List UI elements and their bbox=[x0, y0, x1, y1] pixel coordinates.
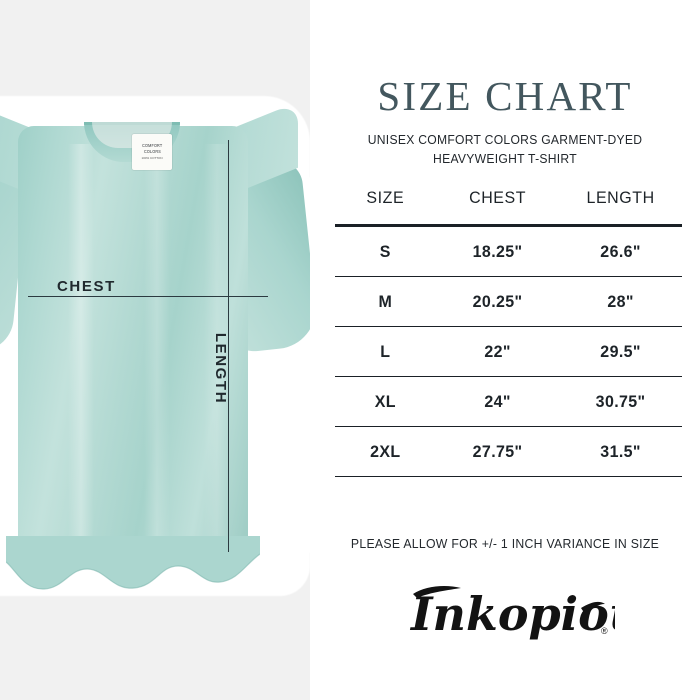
cell-chest: 18.25" bbox=[439, 225, 556, 277]
cell-size: XL bbox=[338, 376, 433, 427]
size-info-panel: SIZE CHART UNISEX COMFORT COLORS GARMENT… bbox=[310, 0, 700, 700]
cell-chest: 20.25" bbox=[439, 276, 556, 327]
table-row: XL 24" 30.75" bbox=[335, 376, 682, 427]
table-row: S 18.25" 26.6" bbox=[335, 225, 682, 277]
table-row: L 22" 29.5" bbox=[335, 326, 682, 377]
cell-length: 29.5" bbox=[562, 326, 679, 377]
variance-note: PLEASE ALLOW FOR +/- 1 INCH VARIANCE IN … bbox=[350, 536, 660, 551]
column-header-length: LENGTH bbox=[562, 188, 679, 227]
table-row: 2XL 27.75" 31.5" bbox=[335, 426, 682, 477]
wavy-hem bbox=[6, 536, 260, 596]
cell-length: 26.6" bbox=[562, 225, 679, 277]
column-header-size: SIZE bbox=[338, 188, 433, 227]
length-measurement-label: LENGTH bbox=[212, 332, 230, 405]
page-subtitle: UNISEX COMFORT COLORS GARMENT-DYED HEAVY… bbox=[337, 130, 674, 168]
table-row: M 20.25" 28" bbox=[335, 276, 682, 327]
page-title: SIZE CHART bbox=[377, 73, 633, 119]
cell-length: 30.75" bbox=[562, 376, 679, 427]
cell-length: 28" bbox=[562, 276, 679, 327]
cell-chest: 27.75" bbox=[439, 426, 556, 477]
neck-tag-brand-line-2: COLORS bbox=[143, 149, 161, 154]
table-header-row: SIZE CHEST LENGTH bbox=[335, 188, 682, 227]
cell-chest: 22" bbox=[439, 326, 556, 377]
shirt-body bbox=[18, 126, 248, 564]
svg-text:Inkopious: Inkopious bbox=[409, 587, 615, 641]
product-image-panel: COMFORT COLORS 100% COTTON CHEST LENGTH bbox=[0, 0, 320, 700]
chest-measurement-label: CHEST bbox=[57, 278, 116, 295]
neck-tag-sub-line: 100% COTTON bbox=[141, 156, 163, 161]
chest-measurement-line bbox=[28, 296, 268, 297]
tshirt-illustration: COMFORT COLORS 100% COTTON bbox=[0, 101, 320, 590]
cell-chest: 24" bbox=[439, 376, 556, 427]
cell-length: 31.5" bbox=[562, 426, 679, 477]
subtitle-line-1: UNISEX COMFORT COLORS GARMENT-DYED bbox=[367, 132, 643, 147]
subtitle-line-2: HEAVYWEIGHT T-SHIRT bbox=[433, 151, 577, 167]
cell-size: L bbox=[338, 326, 433, 377]
column-header-chest: CHEST bbox=[439, 188, 556, 227]
neck-tag-brand-line-1: COMFORT bbox=[141, 142, 163, 148]
cell-size: M bbox=[338, 276, 433, 327]
cell-size: 2XL bbox=[338, 426, 433, 477]
svg-text:®: ® bbox=[601, 626, 608, 636]
brand-logo: Inkopious ® bbox=[405, 578, 615, 650]
cell-size: S bbox=[338, 225, 433, 277]
neck-tag: COMFORT COLORS 100% COTTON bbox=[132, 134, 172, 170]
size-table: SIZE CHEST LENGTH S 18.25" 26.6" M 20.25… bbox=[335, 188, 682, 477]
length-measurement-line bbox=[228, 140, 229, 552]
